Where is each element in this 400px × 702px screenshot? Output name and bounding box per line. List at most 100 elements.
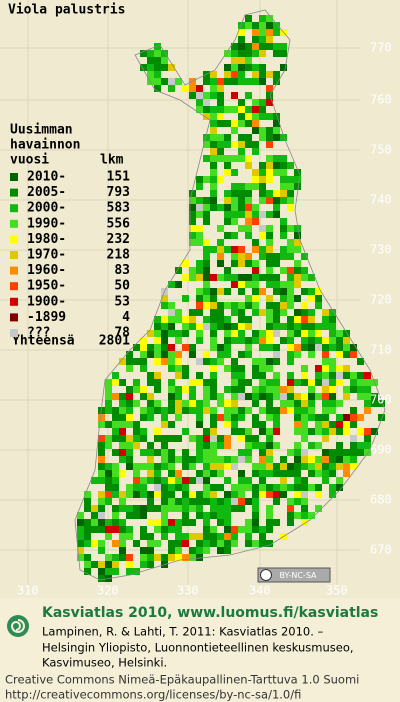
grid-cell bbox=[308, 428, 315, 435]
grid-cell bbox=[161, 435, 168, 442]
grid-cell bbox=[182, 512, 189, 519]
grid-cell bbox=[266, 246, 273, 253]
grid-cell bbox=[189, 435, 196, 442]
grid-cell bbox=[308, 484, 315, 491]
grid-cell bbox=[245, 211, 252, 218]
grid-cell bbox=[196, 533, 203, 540]
grid-cell bbox=[210, 498, 217, 505]
grid-cell bbox=[84, 519, 91, 526]
grid-cell bbox=[245, 78, 252, 85]
grid-cell bbox=[245, 456, 252, 463]
grid-cell bbox=[168, 463, 175, 470]
grid-cell bbox=[161, 351, 168, 358]
grid-cell bbox=[203, 218, 210, 225]
grid-cell bbox=[98, 491, 105, 498]
grid-cell bbox=[294, 309, 301, 316]
grid-cell bbox=[273, 29, 280, 36]
grid-cell bbox=[224, 323, 231, 330]
grid-cell bbox=[217, 498, 224, 505]
grid-cell bbox=[224, 218, 231, 225]
grid-cell bbox=[161, 64, 168, 71]
grid-cell bbox=[112, 505, 119, 512]
grid-cell bbox=[273, 421, 280, 428]
grid-cell bbox=[119, 449, 126, 456]
grid-cell bbox=[133, 540, 140, 547]
grid-cell bbox=[238, 253, 245, 260]
grid-cell bbox=[294, 421, 301, 428]
grid-cell bbox=[126, 491, 133, 498]
grid-cell bbox=[238, 71, 245, 78]
grid-cell bbox=[238, 281, 245, 288]
grid-cell bbox=[259, 393, 266, 400]
grid-cell bbox=[224, 120, 231, 127]
grid-cell bbox=[287, 337, 294, 344]
grid-cell bbox=[161, 533, 168, 540]
grid-cell bbox=[175, 477, 182, 484]
grid-cell bbox=[238, 155, 245, 162]
grid-cell bbox=[154, 71, 161, 78]
grid-cell bbox=[238, 386, 245, 393]
grid-cell bbox=[203, 449, 210, 456]
grid-cell bbox=[133, 505, 140, 512]
grid-cell bbox=[168, 470, 175, 477]
grid-cell bbox=[98, 449, 105, 456]
grid-cell bbox=[322, 414, 329, 421]
grid-cell bbox=[217, 246, 224, 253]
grid-cell bbox=[294, 239, 301, 246]
grid-cell bbox=[301, 498, 308, 505]
grid-cell bbox=[259, 407, 266, 414]
grid-cell bbox=[105, 519, 112, 526]
grid-cell bbox=[238, 113, 245, 120]
grid-cell bbox=[147, 449, 154, 456]
grid-cell bbox=[217, 512, 224, 519]
grid-cell bbox=[168, 78, 175, 85]
grid-cell bbox=[287, 379, 294, 386]
grid-cell bbox=[224, 400, 231, 407]
grid-cell bbox=[287, 519, 294, 526]
grid-cell bbox=[217, 239, 224, 246]
grid-cell bbox=[259, 288, 266, 295]
grid-cell bbox=[322, 323, 329, 330]
grid-cell bbox=[140, 554, 147, 561]
grid-cell bbox=[105, 491, 112, 498]
grid-cell bbox=[329, 421, 336, 428]
grid-cell bbox=[266, 239, 273, 246]
grid-cell bbox=[280, 309, 287, 316]
grid-cell bbox=[217, 309, 224, 316]
grid-cell bbox=[280, 190, 287, 197]
grid-cell bbox=[217, 547, 224, 554]
grid-cell bbox=[189, 463, 196, 470]
grid-cell bbox=[210, 365, 217, 372]
grid-cell bbox=[182, 484, 189, 491]
grid-cell bbox=[259, 106, 266, 113]
grid-cell bbox=[287, 400, 294, 407]
grid-cell bbox=[210, 148, 217, 155]
grid-cell bbox=[273, 260, 280, 267]
grid-cell bbox=[266, 526, 273, 533]
grid-cell bbox=[140, 344, 147, 351]
grid-cell bbox=[224, 526, 231, 533]
grid-cell bbox=[308, 456, 315, 463]
grid-cell bbox=[273, 162, 280, 169]
grid-cell bbox=[203, 302, 210, 309]
grid-cell bbox=[112, 554, 119, 561]
grid-cell bbox=[238, 407, 245, 414]
grid-cell bbox=[182, 260, 189, 267]
grid-cell bbox=[231, 64, 238, 71]
grid-cell bbox=[210, 85, 217, 92]
grid-cell bbox=[245, 22, 252, 29]
grid-cell bbox=[238, 323, 245, 330]
grid-cell bbox=[189, 533, 196, 540]
grid-cell bbox=[196, 204, 203, 211]
grid-cell bbox=[161, 337, 168, 344]
grid-cell bbox=[266, 134, 273, 141]
grid-cell bbox=[238, 477, 245, 484]
grid-cell bbox=[217, 393, 224, 400]
grid-cell bbox=[91, 512, 98, 519]
grid-cell bbox=[189, 316, 196, 323]
grid-cell bbox=[252, 505, 259, 512]
grid-cell bbox=[322, 428, 329, 435]
grid-cell bbox=[182, 519, 189, 526]
grid-cell bbox=[98, 519, 105, 526]
grid-cell bbox=[84, 540, 91, 547]
